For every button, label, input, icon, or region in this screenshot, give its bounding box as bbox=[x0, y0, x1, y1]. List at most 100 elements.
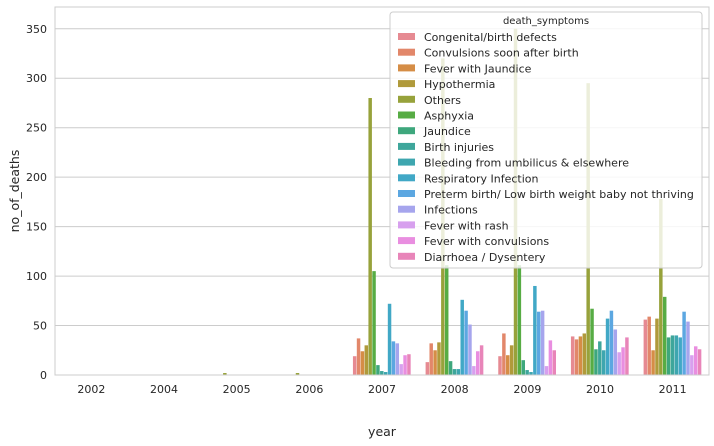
bar bbox=[666, 337, 671, 375]
x-tick-label: 2006 bbox=[295, 383, 323, 396]
bar bbox=[625, 337, 629, 375]
bar bbox=[464, 310, 468, 375]
bar bbox=[429, 343, 433, 375]
x-tick-label: 2005 bbox=[223, 383, 251, 396]
y-tick-label: 350 bbox=[26, 23, 47, 36]
bar bbox=[682, 311, 686, 375]
y-tick-label: 50 bbox=[33, 320, 47, 333]
bar bbox=[391, 341, 396, 375]
bar bbox=[502, 333, 506, 375]
bar bbox=[364, 345, 369, 375]
legend-label: Preterm birth/ Low birth weight baby not… bbox=[424, 188, 694, 201]
bar bbox=[352, 356, 357, 375]
x-tick-label: 2010 bbox=[586, 383, 614, 396]
legend-label: Fever with convulsions bbox=[424, 235, 549, 248]
bar bbox=[448, 361, 453, 375]
bar bbox=[498, 356, 502, 375]
bar bbox=[456, 369, 461, 375]
bar bbox=[609, 310, 614, 375]
bar bbox=[525, 370, 529, 375]
bar bbox=[368, 98, 372, 376]
bar bbox=[594, 349, 598, 375]
bar bbox=[548, 340, 553, 375]
bar bbox=[437, 342, 441, 375]
legend-label: Birth injuries bbox=[424, 141, 494, 154]
legend-label: Infections bbox=[424, 204, 478, 217]
legend-label: Diarrhoea / Dysentery bbox=[424, 251, 546, 264]
bar bbox=[395, 343, 400, 375]
legend-swatch bbox=[398, 174, 415, 182]
bar bbox=[601, 350, 606, 375]
bar bbox=[403, 355, 407, 375]
bar bbox=[380, 371, 384, 375]
legend-swatch bbox=[398, 237, 415, 245]
bar bbox=[387, 303, 392, 375]
bar bbox=[670, 335, 675, 375]
bar bbox=[544, 366, 549, 375]
y-tick-label: 150 bbox=[26, 221, 47, 234]
plot-frame bbox=[54, 6, 710, 376]
x-tick-labels: 2002 2004 2005 2006 2007 2008 2009 2010 2011 bbox=[77, 383, 686, 396]
bar bbox=[647, 316, 651, 375]
legend-swatch bbox=[398, 158, 415, 166]
legend-swatch bbox=[398, 33, 415, 40]
bar bbox=[425, 362, 430, 375]
bar bbox=[659, 198, 663, 375]
bar bbox=[479, 345, 484, 375]
y-tick-label: 0 bbox=[40, 369, 47, 382]
legend-label: Fever with Jaundice bbox=[424, 62, 532, 75]
bar bbox=[533, 285, 537, 375]
bar bbox=[295, 373, 300, 375]
bar bbox=[517, 265, 522, 375]
legend-label: Convulsions soon after birth bbox=[424, 47, 579, 60]
bar bbox=[574, 339, 579, 375]
bar bbox=[693, 346, 698, 375]
bar bbox=[621, 347, 625, 375]
legend-swatch bbox=[398, 64, 415, 72]
grid-lines bbox=[55, 28, 709, 376]
x-tick-label: 2004 bbox=[150, 383, 178, 396]
bar bbox=[674, 335, 679, 375]
bar bbox=[521, 360, 525, 375]
legend-swatch bbox=[398, 80, 415, 88]
y-tick-label: 100 bbox=[26, 270, 47, 283]
bar bbox=[570, 336, 575, 375]
bar bbox=[376, 365, 380, 375]
x-tick-label: 2008 bbox=[441, 383, 469, 396]
legend-swatch bbox=[398, 111, 415, 119]
bar bbox=[617, 352, 621, 375]
bar bbox=[605, 318, 610, 375]
legend-label: Congenital/birth defects bbox=[424, 31, 557, 44]
bar bbox=[372, 271, 376, 375]
bar bbox=[590, 308, 594, 375]
x-tick-label: 2007 bbox=[368, 383, 396, 396]
legend: death_symptoms Congenital/birth defects C… bbox=[389, 11, 703, 269]
bar bbox=[472, 366, 476, 375]
bar bbox=[383, 372, 388, 375]
legend-swatch bbox=[398, 190, 415, 197]
bar bbox=[360, 351, 365, 375]
x-axis-title: year bbox=[368, 424, 397, 439]
bar bbox=[690, 355, 694, 375]
bar bbox=[578, 336, 583, 375]
x-tick-label: 2002 bbox=[77, 383, 105, 396]
bar bbox=[540, 310, 545, 375]
bar bbox=[509, 345, 514, 375]
x-tick-label: 2011 bbox=[659, 383, 687, 396]
bar bbox=[506, 355, 510, 375]
bar bbox=[613, 329, 618, 375]
bar bbox=[452, 369, 457, 375]
legend-label: Asphyxia bbox=[424, 110, 474, 123]
legend-label: Fever with rash bbox=[424, 219, 509, 232]
bar bbox=[433, 350, 437, 375]
bar bbox=[582, 333, 587, 375]
bar bbox=[552, 350, 556, 375]
legend-swatch bbox=[398, 127, 415, 135]
y-tick-label: 300 bbox=[26, 72, 47, 85]
legend-frame bbox=[389, 11, 703, 269]
legend-title: death_symptoms bbox=[503, 16, 589, 27]
legend-swatch bbox=[398, 142, 415, 150]
y-tick-labels: 0 50 100 150 200 250 300 350 bbox=[26, 23, 47, 382]
bar bbox=[399, 364, 403, 375]
legend-swatch bbox=[398, 95, 415, 103]
